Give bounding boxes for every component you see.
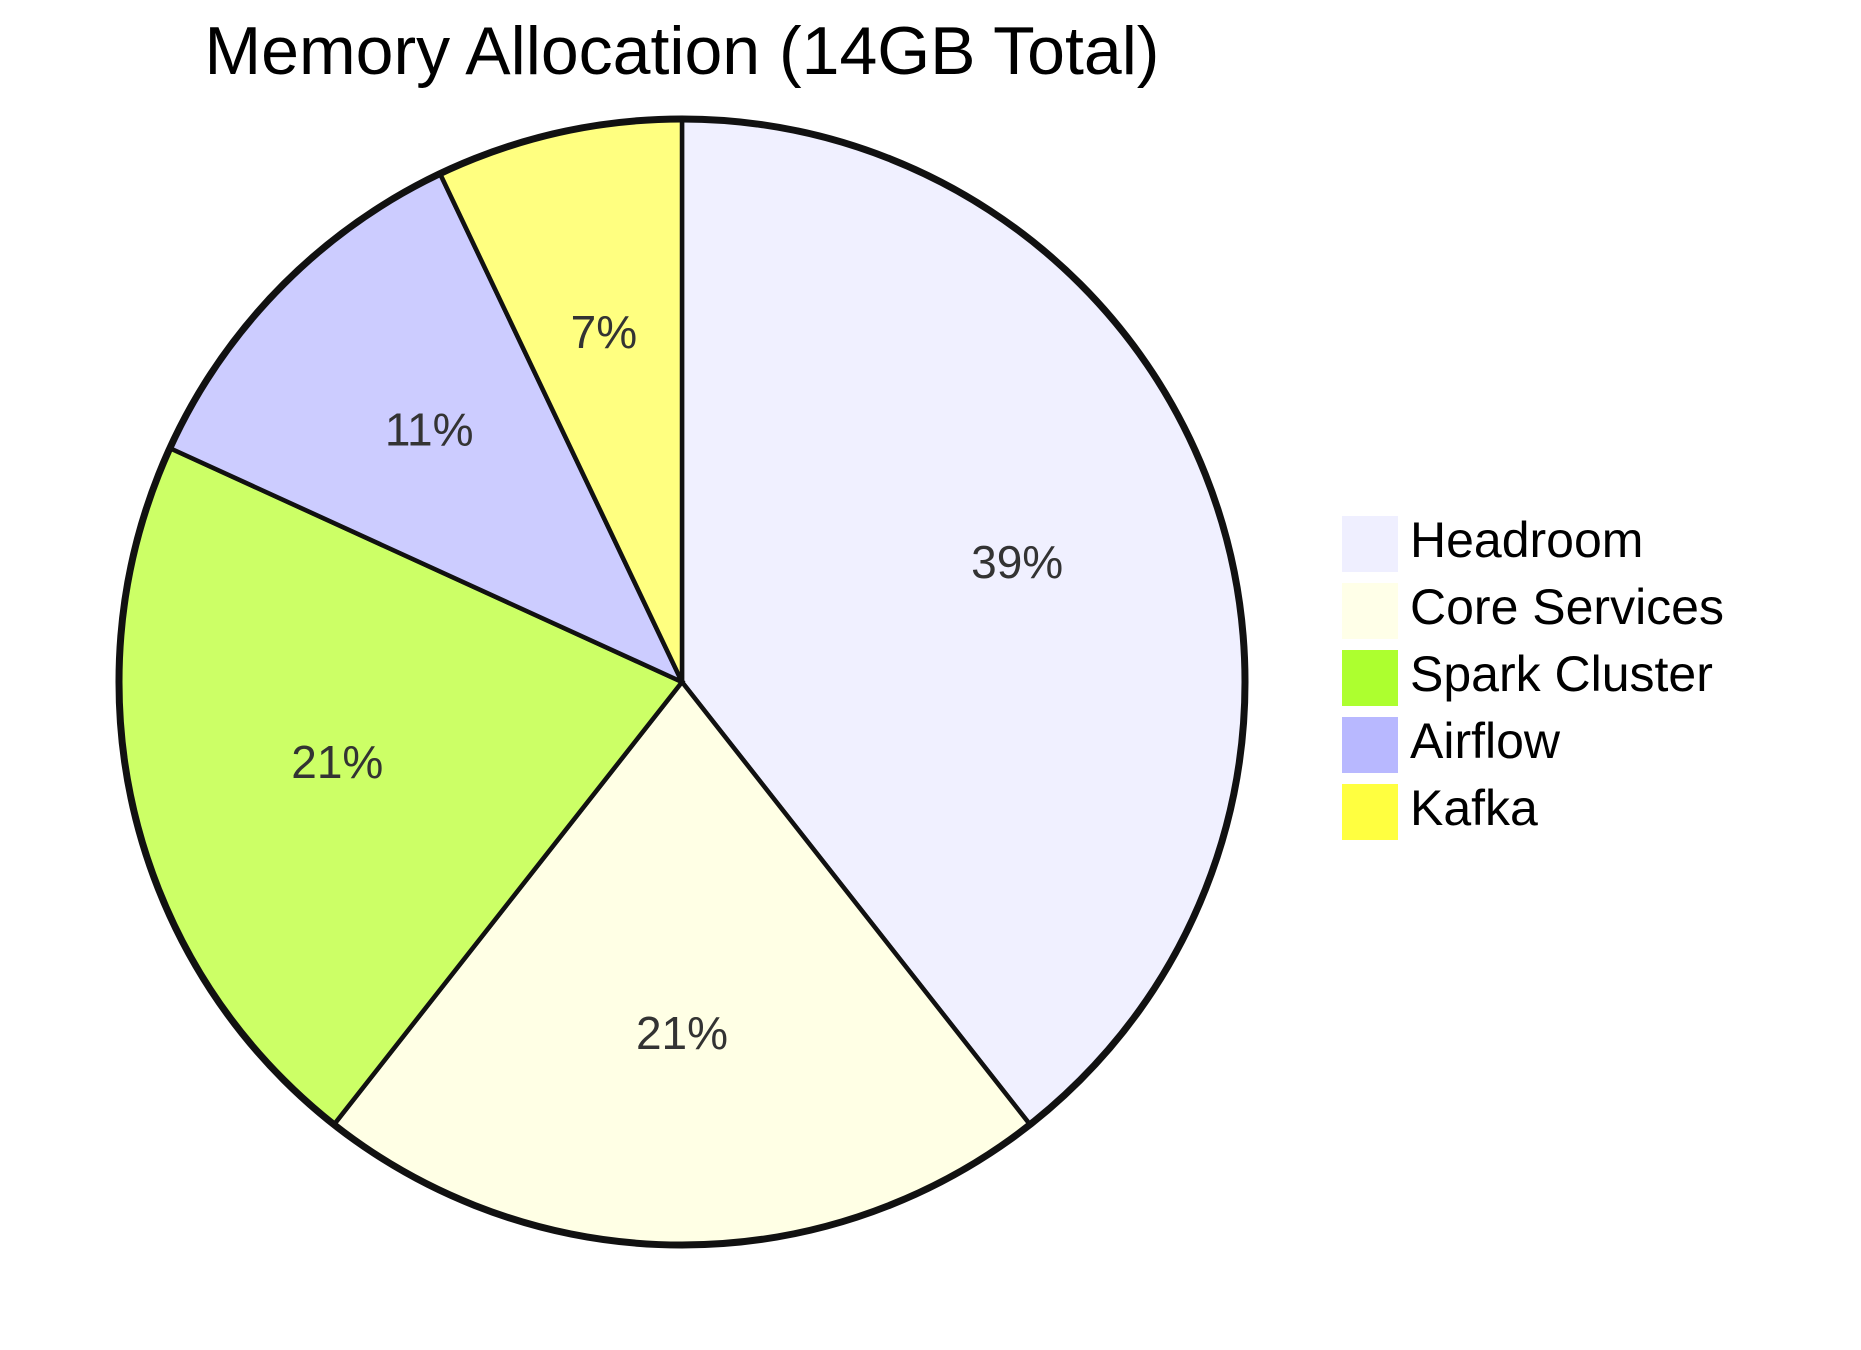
legend-swatch-core-services xyxy=(1342,583,1398,639)
legend-swatch-airflow xyxy=(1342,717,1398,773)
legend-label-airflow: Airflow xyxy=(1410,713,1561,769)
legend-label-headroom: Headroom xyxy=(1410,512,1643,568)
legend-swatch-spark-cluster xyxy=(1342,650,1398,706)
slice-label-kafka: 7% xyxy=(571,306,637,358)
pie-slices xyxy=(116,116,1248,1248)
slice-label-headroom: 39% xyxy=(971,536,1063,588)
pie-outline xyxy=(115,115,1249,1249)
legend-label-kafka: Kafka xyxy=(1410,780,1538,836)
chart-title: Memory Allocation (14GB Total) xyxy=(205,13,1160,89)
legend-swatch-kafka xyxy=(1342,784,1398,840)
legend-label-core-services: Core Services xyxy=(1410,579,1724,635)
legend-swatch-headroom xyxy=(1342,516,1398,572)
legend: Headroom Core Services Spark Cluster Airflo… xyxy=(1342,512,1724,840)
slice-label-airflow: 11% xyxy=(385,403,474,455)
slice-label-spark-cluster: 21% xyxy=(291,736,383,788)
slice-labels: 39% 21% 21% 11% 7% xyxy=(291,306,1063,1059)
legend-label-spark-cluster: Spark Cluster xyxy=(1410,646,1713,702)
slice-label-core-services: 21% xyxy=(636,1007,728,1059)
